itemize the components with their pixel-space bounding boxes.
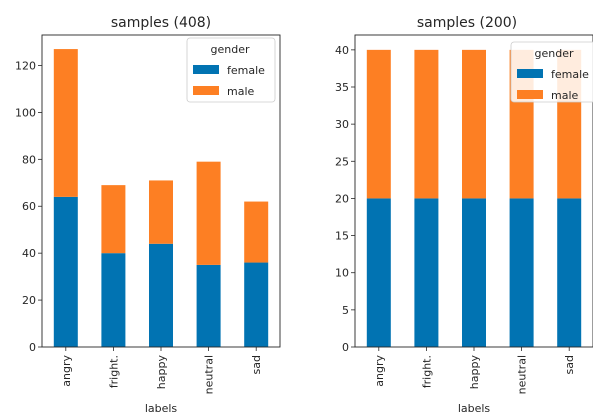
bar-male-neutral: [196, 161, 221, 265]
x-axis-label: labels: [458, 402, 491, 414]
chart-title: samples (200): [417, 15, 517, 31]
bar-female-fright: [101, 253, 126, 347]
y-tick-label: 10: [335, 267, 349, 280]
bar-female-angry: [366, 198, 391, 347]
bar-female-sad: [244, 262, 269, 347]
y-tick-label: 120: [15, 59, 36, 72]
bar-female-angry: [53, 196, 78, 347]
legend-label-female: female: [551, 68, 589, 81]
legend-label-male: male: [227, 85, 255, 98]
bar-male-sad: [244, 201, 269, 263]
x-tick-label: fright.: [107, 355, 120, 388]
bar-female-happy: [149, 243, 173, 347]
bar-female-neutral: [509, 198, 534, 347]
x-tick-label: angry: [60, 355, 73, 387]
y-tick-label: 20: [22, 294, 36, 307]
y-tick-label: 30: [335, 118, 349, 131]
x-tick-label: angry: [373, 355, 386, 387]
x-tick-label: sad: [250, 355, 263, 374]
bar-female-neutral: [196, 264, 221, 347]
y-tick-label: 40: [335, 44, 349, 57]
x-tick-label: fright.: [420, 355, 433, 388]
legend: gender female male: [186, 37, 276, 103]
legend-swatch-male: [517, 90, 543, 99]
bar-male-angry: [53, 49, 78, 197]
chart-title: samples (408): [111, 15, 211, 31]
x-tick-label: happy: [468, 355, 481, 390]
y-tick-label: 100: [15, 106, 36, 119]
legend-title: gender: [535, 47, 574, 60]
plot-frame: [41, 34, 281, 348]
bar-male-angry: [366, 49, 391, 199]
x-tick-label: neutral: [516, 355, 529, 394]
x-tick-label: happy: [155, 355, 168, 390]
y-tick-label: 5: [342, 304, 349, 317]
bar-male-happy: [149, 180, 173, 244]
y-tick-label: 80: [22, 153, 36, 166]
x-axis-label: labels: [145, 402, 178, 414]
legend-swatch-male: [193, 86, 219, 95]
x-tick-label: sad: [563, 355, 576, 374]
legend-box: [510, 41, 593, 103]
bar-male-fright: [101, 185, 126, 254]
x-tick-label: neutral: [203, 355, 216, 394]
y-tick-label: 35: [335, 81, 349, 94]
legend-swatch-female: [193, 65, 219, 74]
y-tick-label: 20: [335, 192, 349, 205]
y-tick-label: 0: [342, 341, 349, 354]
bar-male-fright: [414, 49, 439, 199]
bar-male-happy: [462, 49, 486, 199]
chart-panel-2: samples (200) angry fright. happy neutral sad…: [335, 15, 593, 414]
y-tick-label: 60: [22, 200, 36, 213]
y-tick-label: 25: [335, 155, 349, 168]
y-tick-label: 15: [335, 230, 349, 243]
legend-title: gender: [211, 43, 250, 56]
plot-frame: [354, 34, 593, 348]
legend-label-female: female: [227, 64, 265, 77]
legend-label-male: male: [551, 89, 579, 102]
y-tick-label: 0: [29, 341, 36, 354]
chart-panel-1: samples (408) angry fright. happy neutral sad…: [15, 15, 281, 414]
y-tick-label: 40: [22, 247, 36, 260]
bar-female-sad: [557, 198, 582, 347]
bar-female-fright: [414, 198, 439, 347]
bar-female-happy: [462, 198, 486, 347]
legend: gender female male: [510, 41, 593, 103]
legend-swatch-female: [517, 69, 543, 78]
